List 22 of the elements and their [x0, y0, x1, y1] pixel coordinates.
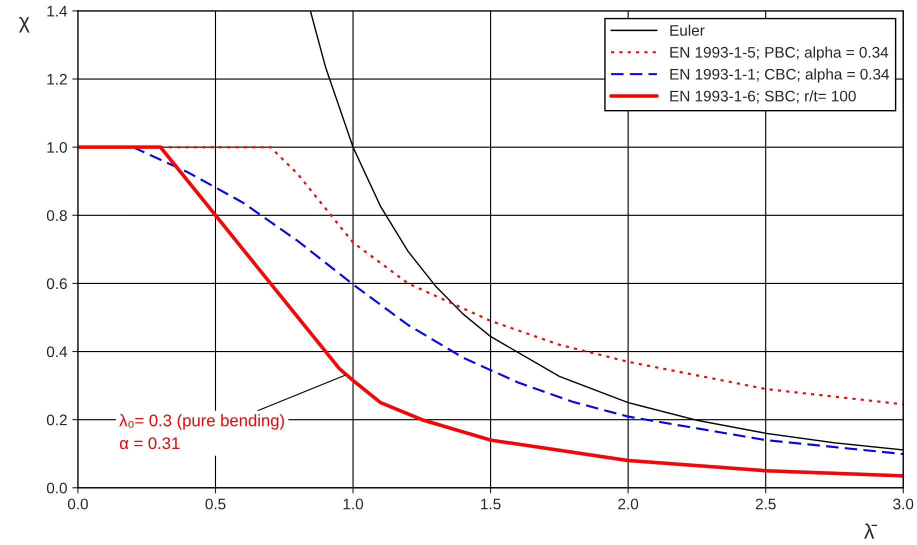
- x-tick-label: 0.5: [205, 498, 226, 510]
- y-tick-label: 1.4: [47, 6, 68, 16]
- annotation: λ₀= 0.3 (pure bending) α = 0.31: [119, 414, 284, 450]
- legend-label: Euler: [670, 24, 705, 36]
- y-tick-label: 0.6: [46, 278, 67, 290]
- y-tick-label: 0.4: [46, 346, 68, 358]
- x-tick-label: 1.0: [344, 498, 364, 510]
- y-axis-title: χ: [19, 16, 30, 33]
- x-tick-label: 3.0: [893, 498, 914, 510]
- legend-label: EN 1993-1-6; SBC; r/t= 100: [670, 90, 856, 104]
- y-tick-label: 0.2: [46, 414, 67, 426]
- y-tick-label: 1.2: [47, 74, 67, 85]
- y-tick-label: 0.8: [46, 210, 67, 221]
- x-tick-label: 0.0: [68, 498, 88, 510]
- legend-label: EN 1993-1-5; PBC; alpha = 0.34: [670, 46, 888, 61]
- y-tick-label: 0.0: [46, 482, 67, 494]
- x-tick-label: 2.5: [756, 498, 776, 510]
- legend-label: EN 1993-1-1; CBC; alpha = 0.34: [670, 68, 890, 83]
- y-tick-label: 1.0: [47, 142, 67, 153]
- x-axis-title: λ̄: [864, 524, 878, 539]
- x-tick-label: 1.5: [481, 498, 501, 510]
- x-tick-label: 2.0: [618, 498, 638, 510]
